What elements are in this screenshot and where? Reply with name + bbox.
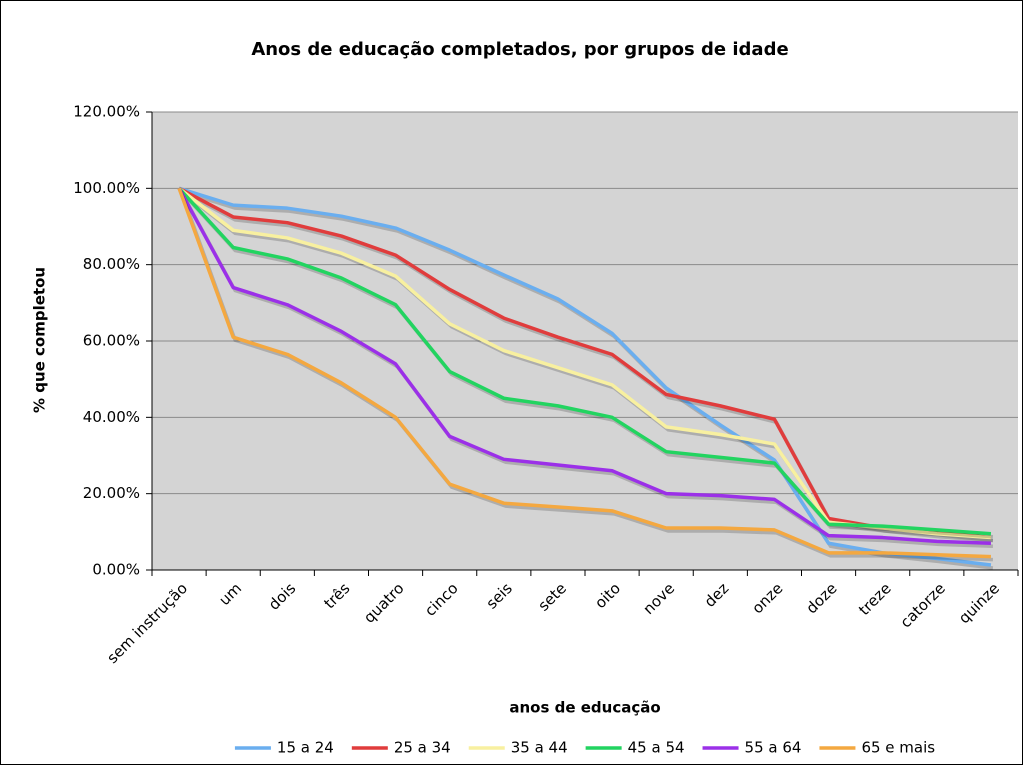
- series-shadow: [179, 190, 994, 539]
- series-line: [177, 187, 992, 536]
- y-tick-label: 40.00%: [83, 408, 140, 426]
- y-tick-label: 80.00%: [83, 255, 140, 273]
- legend-label: 15 a 24: [277, 739, 334, 757]
- legend-label: 35 a 44: [511, 739, 568, 757]
- y-axis-title: % que completou: [31, 267, 49, 413]
- legend-label: 55 a 64: [745, 739, 802, 757]
- y-tick-label: 0.00%: [92, 561, 140, 579]
- y-tick-label: 20.00%: [83, 484, 140, 502]
- series-line: [177, 187, 991, 546]
- y-tick-label: 100.00%: [73, 179, 140, 197]
- series-line: [178, 186, 992, 567]
- y-tick-label: 60.00%: [83, 332, 140, 350]
- legend-label: 25 a 34: [394, 739, 451, 757]
- x-axis-title: anos de educação: [509, 699, 660, 717]
- legend-label: 65 e mais: [861, 739, 935, 757]
- series-line: [177, 187, 991, 559]
- chart-title: Anos de educação completados, por grupos…: [251, 39, 788, 60]
- y-tick-label: 120.00%: [73, 103, 140, 121]
- series-line: [178, 186, 992, 540]
- legend-label: 45 a 54: [628, 739, 685, 757]
- series-shadow: [179, 190, 993, 549]
- series-shadow: [179, 189, 994, 543]
